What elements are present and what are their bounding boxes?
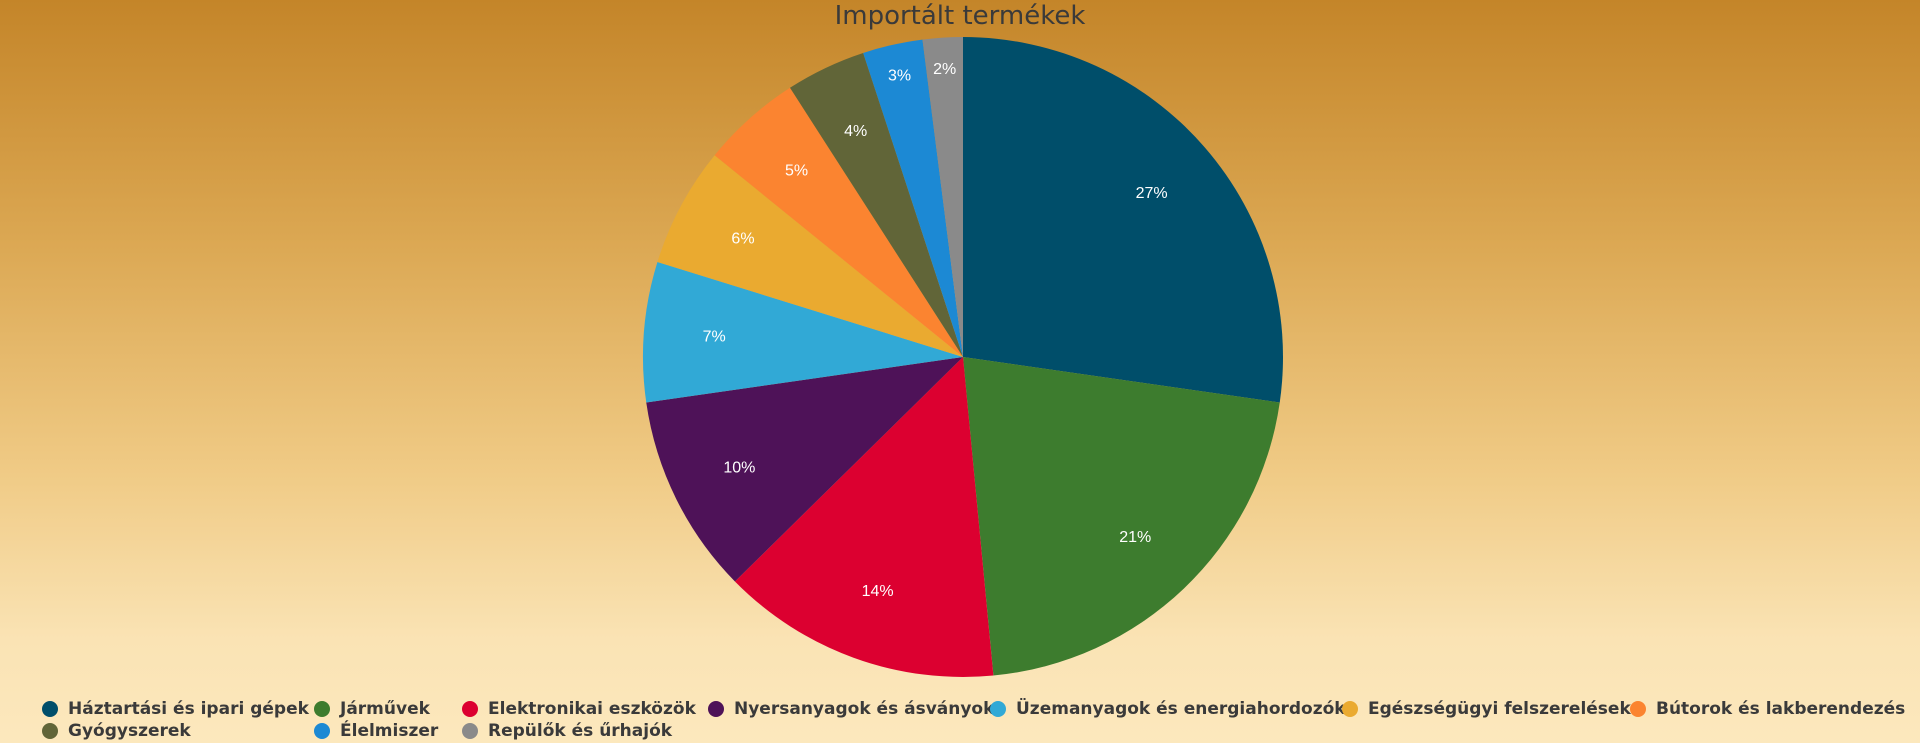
legend-dot	[708, 701, 724, 717]
slice-label-9: 3%	[888, 68, 911, 85]
slice-label-10: 2%	[933, 61, 956, 78]
slice-label-8: 4%	[844, 123, 867, 140]
slice-label-7: 5%	[785, 162, 808, 179]
chart-legend: Háztartási és ipari gépek Járművek Elekt…	[42, 698, 1905, 742]
legend-label: Nyersanyagok és ásványok	[734, 699, 995, 719]
legend-label: Repülők és űrhajók	[488, 721, 673, 741]
slice-label-3: 14%	[862, 583, 894, 600]
legend-item-repulok-es-urhajok[interactable]: Repülők és űrhajók	[462, 720, 672, 742]
slice-label-6: 6%	[731, 231, 754, 248]
pie-slice-3[interactable]	[734, 357, 994, 677]
pie-slice-8[interactable]	[789, 52, 963, 358]
slice-label-5: 7%	[703, 329, 726, 346]
legend-dot	[1342, 701, 1358, 717]
legend-item-egeszsegugyi-felszerelesek[interactable]: Egészségügyi felszerelések	[1342, 698, 1631, 720]
legend-label: Egészségügyi felszerelések	[1368, 699, 1631, 719]
chart-title: Importált termékek	[834, 1, 1086, 31]
slice-label-2: 21%	[1119, 529, 1151, 546]
legend-item-elektronikai-eszkozok[interactable]: Elektronikai eszközök	[462, 698, 696, 720]
pie-slice-6[interactable]	[657, 155, 963, 357]
legend-label: Gyógyszerek	[68, 721, 191, 741]
slice-label-1: 27%	[1136, 185, 1168, 202]
legend-dot	[314, 701, 330, 717]
legend-item-jarmuvek[interactable]: Járművek	[314, 698, 430, 720]
legend-item-uzemanyagok-es-energiahordozok[interactable]: Üzemanyagok és energiahordozók	[990, 698, 1346, 720]
pie-slice-2[interactable]	[963, 357, 1280, 676]
pie-slice-4[interactable]	[646, 357, 963, 582]
legend-dot	[1630, 701, 1646, 717]
legend-item-butorok-es-lakberendezes[interactable]: Bútorok és lakberendezés	[1630, 698, 1905, 720]
legend-label: Járművek	[340, 699, 430, 719]
pie-slice-1[interactable]	[963, 37, 1283, 403]
legend-dot	[462, 723, 478, 739]
legend-label: Élelmiszer	[340, 721, 439, 741]
legend-item-gyogyszerek[interactable]: Gyógyszerek	[42, 720, 191, 742]
legend-dot	[42, 723, 58, 739]
legend-item-nyersanyagok-es-asvanyok[interactable]: Nyersanyagok és ásványok	[708, 698, 994, 720]
pie-slice-5[interactable]	[643, 261, 963, 403]
legend-label: Elektronikai eszközök	[488, 699, 696, 719]
legend-item-hazttartasi-es-ipari-gepek[interactable]: Háztartási és ipari gépek	[42, 698, 309, 720]
legend-dot	[42, 701, 58, 717]
pie-slice-9[interactable]	[863, 39, 963, 357]
legend-item-elelmiszer[interactable]: Élelmiszer	[314, 720, 438, 742]
slice-label-4: 10%	[723, 459, 755, 476]
legend-label: Üzemanyagok és energiahordozók	[1016, 699, 1346, 719]
legend-dot	[462, 701, 478, 717]
pie-slice-10[interactable]	[922, 37, 963, 357]
legend-dot	[314, 723, 330, 739]
legend-row-2: Gyógyszerek Élelmiszer Repülők és űrhajó…	[42, 720, 1902, 742]
legend-dot	[990, 701, 1006, 717]
legend-label: Bútorok és lakberendezés	[1656, 699, 1906, 719]
legend-row-1: Háztartási és ipari gépek Járművek Elekt…	[42, 698, 1905, 720]
pie-slice-7[interactable]	[714, 87, 963, 358]
legend-label: Háztartási és ipari gépek	[68, 699, 309, 719]
